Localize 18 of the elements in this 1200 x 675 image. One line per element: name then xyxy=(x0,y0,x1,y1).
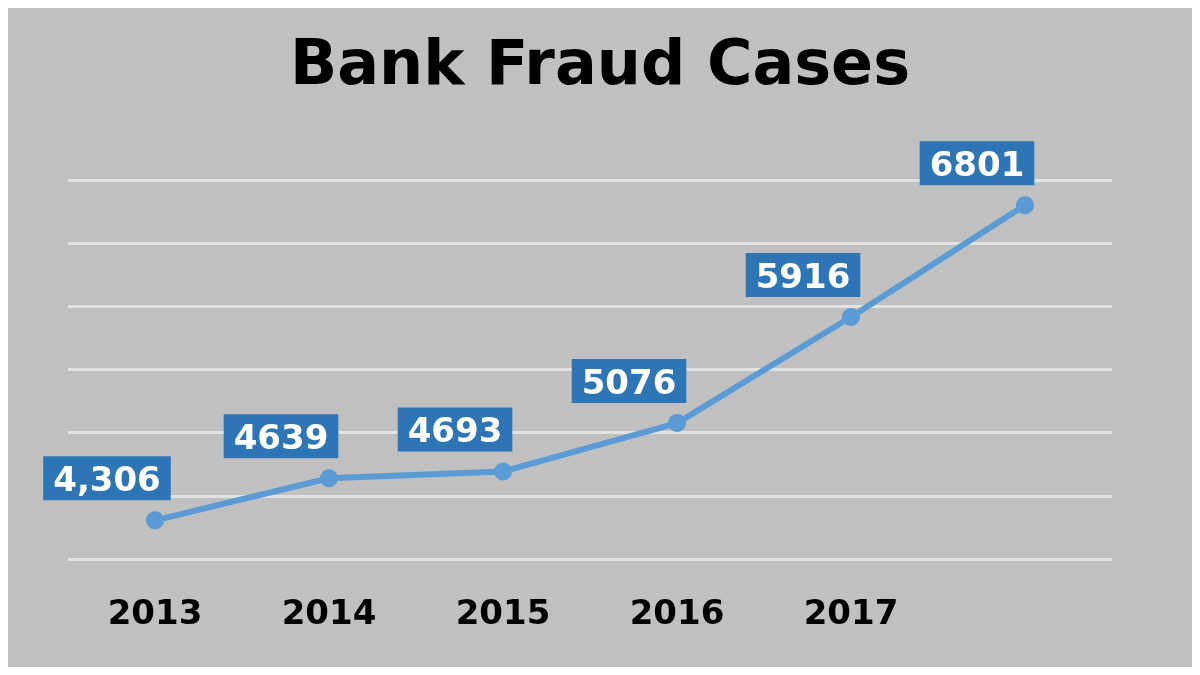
data-label: 4693 xyxy=(407,410,503,451)
point xyxy=(842,307,860,326)
point xyxy=(1016,196,1034,215)
x-tick-label: 2013 xyxy=(107,592,203,632)
point xyxy=(494,462,512,481)
data-label: 6801 xyxy=(929,144,1025,185)
point xyxy=(320,469,338,488)
point xyxy=(668,414,686,433)
data-label: 4,306 xyxy=(53,459,161,500)
data-label: 4639 xyxy=(233,417,329,458)
data-label: 5916 xyxy=(755,255,851,296)
chart-title: Bank Fraud Cases xyxy=(289,25,911,99)
x-tick-label: 2016 xyxy=(629,592,725,632)
x-tick-label: 2014 xyxy=(281,592,377,632)
data-label: 5076 xyxy=(581,362,677,403)
x-tick-label: 2015 xyxy=(455,592,551,632)
x-tick-label: 2017 xyxy=(803,592,899,632)
point xyxy=(146,511,164,530)
